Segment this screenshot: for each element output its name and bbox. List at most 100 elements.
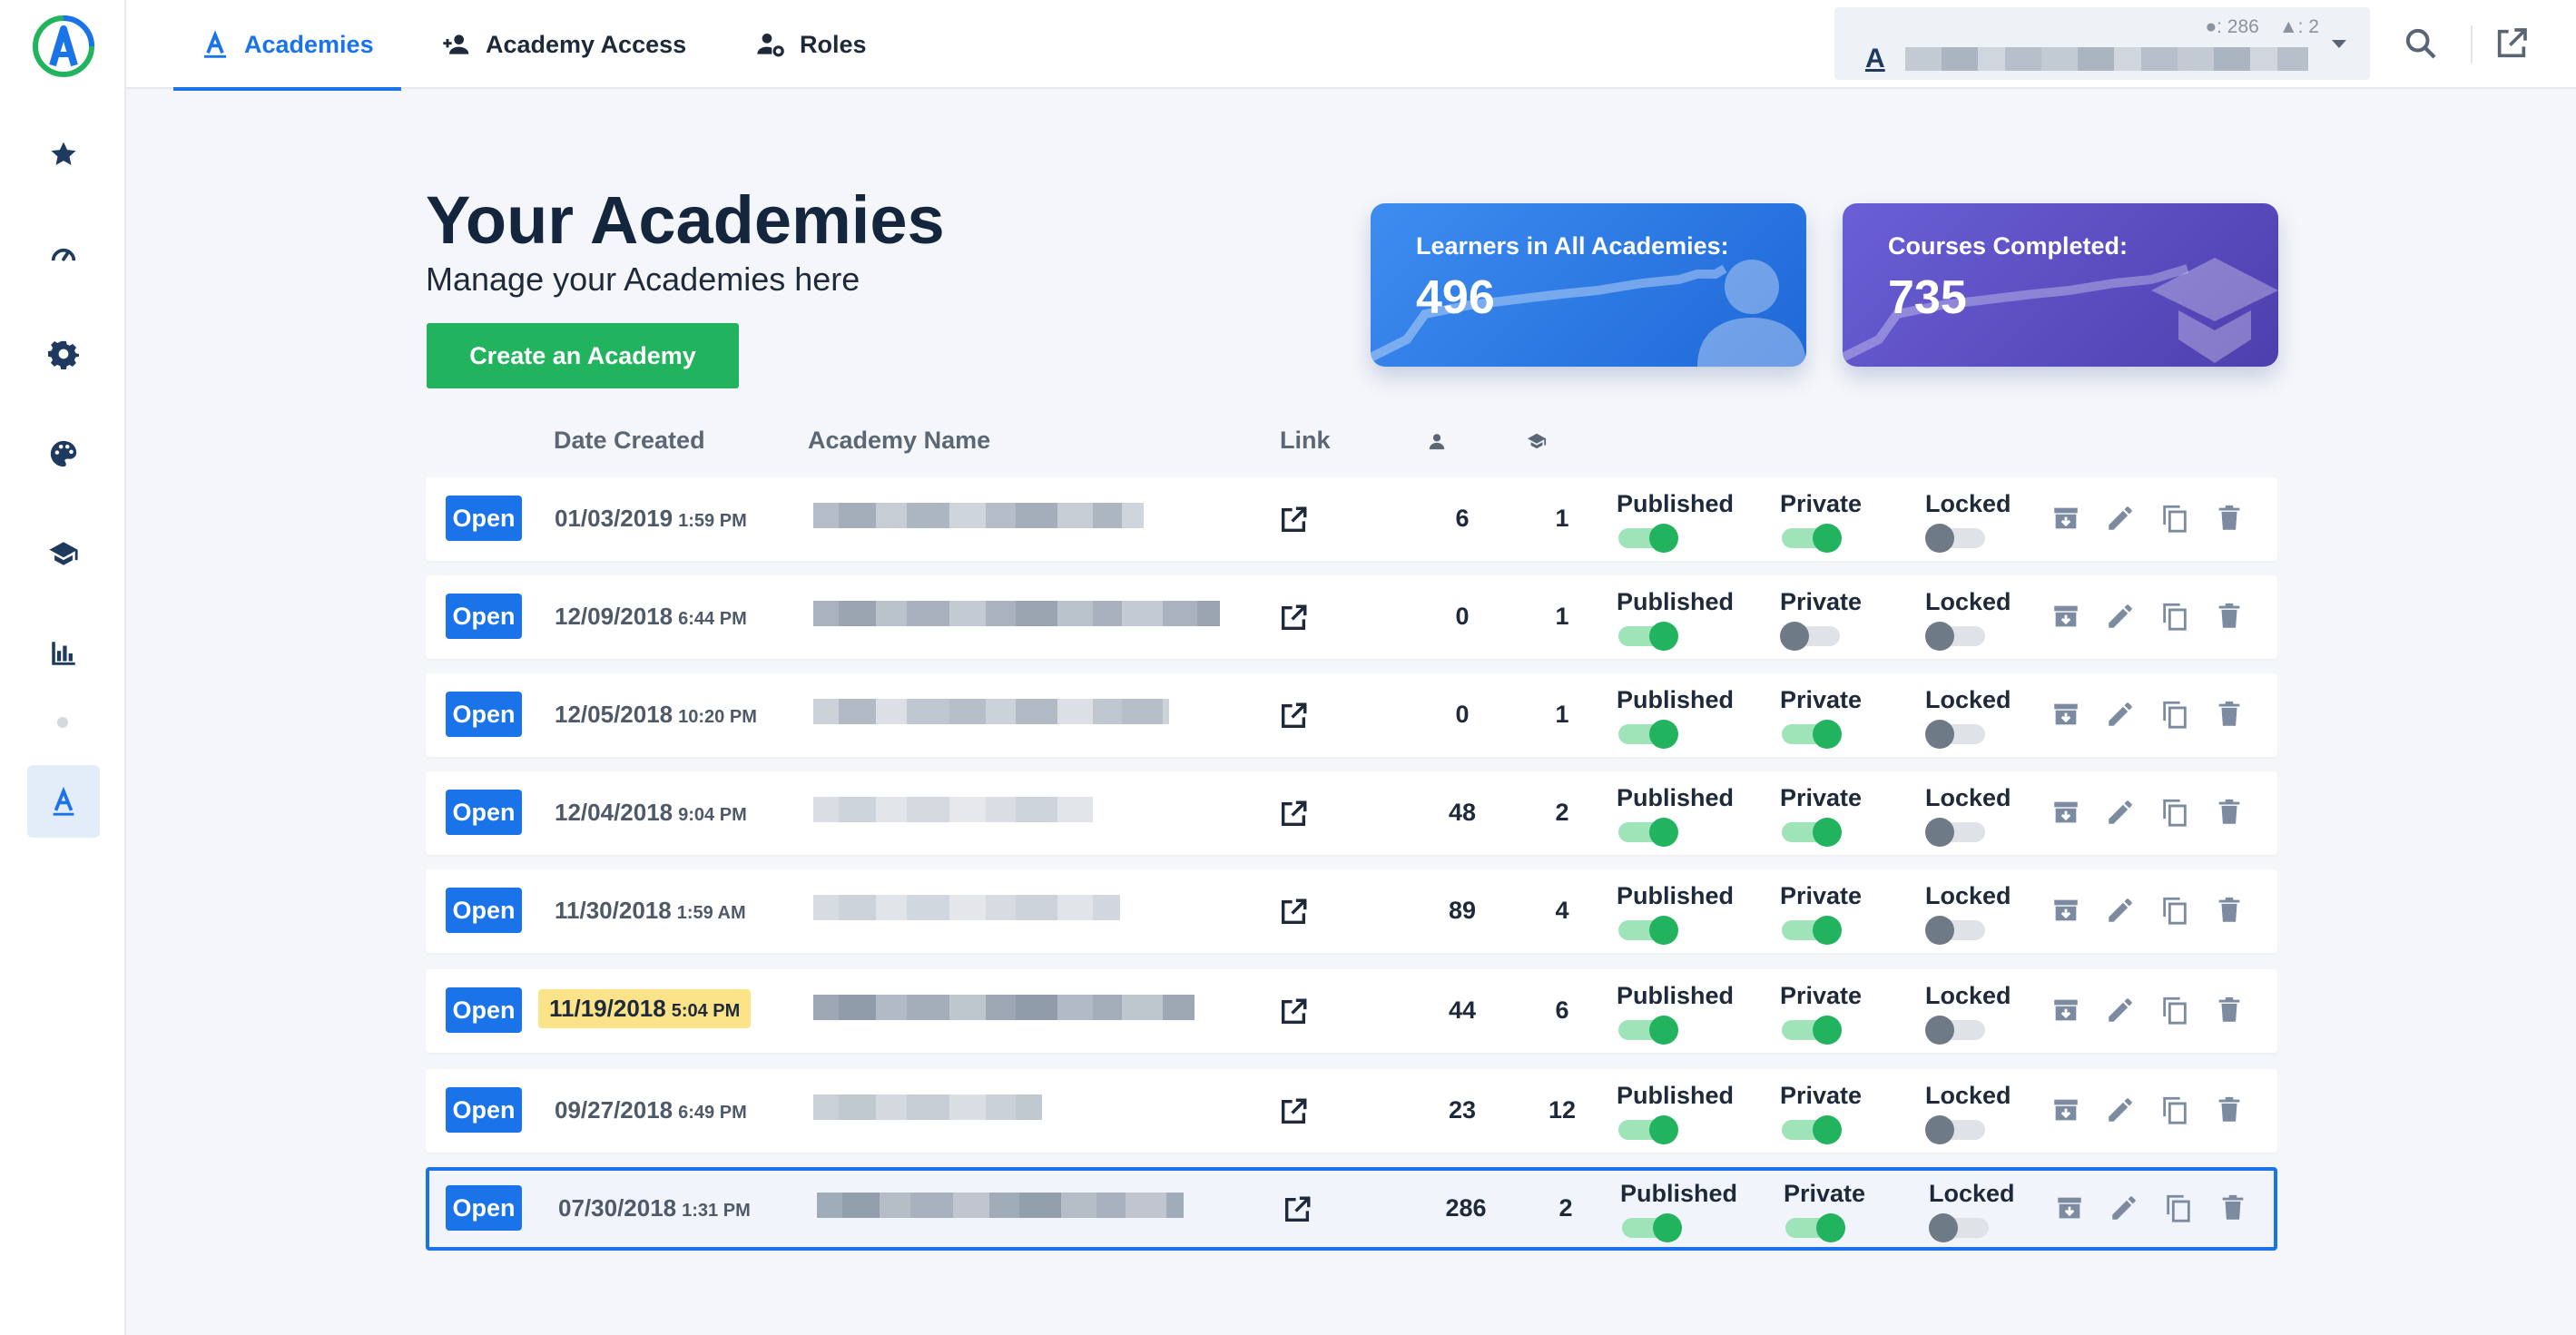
archive-icon[interactable]	[2050, 797, 2081, 828]
copy-icon[interactable]	[2159, 503, 2190, 534]
external-link-icon[interactable]	[1278, 603, 1309, 633]
pencil-icon[interactable]	[2105, 995, 2136, 1026]
create-academy-button[interactable]: Create an Academy	[427, 323, 739, 388]
archive-icon[interactable]	[2050, 895, 2081, 926]
table-row[interactable]: Open 09/27/2018 6:49 PM 23 12 Published Privat…	[426, 1069, 2277, 1153]
published-toggle[interactable]	[1618, 524, 1678, 553]
copy-icon[interactable]	[2159, 601, 2190, 632]
open-button[interactable]: Open	[446, 1185, 522, 1231]
sidebar-item-favorites[interactable]	[27, 118, 100, 191]
open-button[interactable]: Open	[446, 987, 522, 1033]
sidebar-item-courses[interactable]	[27, 517, 100, 590]
column-header-date[interactable]: Date Created	[554, 427, 705, 454]
tab-academy-access[interactable]: Academy Access	[442, 0, 686, 89]
locked-toggle[interactable]	[1925, 818, 1985, 847]
graduation-cap-icon[interactable]	[1527, 431, 1547, 451]
private-toggle[interactable]	[1782, 720, 1842, 749]
pencil-icon[interactable]	[2105, 503, 2136, 534]
sidebar-item-appearance[interactable]	[27, 417, 100, 490]
tab-academies[interactable]: Academies	[173, 0, 401, 91]
open-button[interactable]: Open	[446, 888, 522, 933]
pencil-icon[interactable]	[2109, 1193, 2139, 1223]
trash-icon[interactable]	[2214, 699, 2245, 730]
archive-icon[interactable]	[2050, 995, 2081, 1026]
locked-toggle[interactable]	[1925, 1115, 1985, 1144]
locked-toggle[interactable]	[1925, 524, 1985, 553]
archive-icon[interactable]	[2050, 699, 2081, 730]
app-logo-icon[interactable]	[33, 15, 94, 78]
locked-toggle[interactable]	[1925, 720, 1985, 749]
copy-icon[interactable]	[2159, 895, 2190, 926]
archive-icon[interactable]	[2050, 1095, 2081, 1125]
trash-icon[interactable]	[2214, 1095, 2245, 1125]
tab-roles[interactable]: Roles	[756, 0, 867, 89]
copy-icon[interactable]	[2163, 1193, 2194, 1223]
copy-icon[interactable]	[2159, 995, 2190, 1026]
pencil-icon[interactable]	[2105, 1095, 2136, 1125]
external-link-icon[interactable]	[1278, 897, 1309, 928]
table-row[interactable]: Open 11/19/2018 5:04 PM 44 6 Published Private…	[426, 969, 2277, 1053]
pencil-icon[interactable]	[2105, 699, 2136, 730]
chevron-down-icon[interactable]	[2332, 40, 2346, 48]
published-toggle[interactable]	[1622, 1213, 1682, 1242]
table-row[interactable]: Open 12/04/2018 9:04 PM 48 2 Published Private…	[426, 771, 2277, 855]
private-toggle[interactable]	[1785, 1213, 1845, 1242]
locked-toggle[interactable]	[1929, 1213, 1989, 1242]
table-row[interactable]: Open 12/09/2018 6:44 PM 0 1 Published Private L…	[426, 575, 2277, 659]
published-toggle[interactable]	[1618, 916, 1678, 945]
trash-icon[interactable]	[2214, 601, 2245, 632]
published-toggle[interactable]	[1618, 1115, 1678, 1144]
private-toggle[interactable]	[1782, 524, 1842, 553]
external-link-icon[interactable]	[1278, 701, 1309, 731]
copy-icon[interactable]	[2159, 797, 2190, 828]
search-icon[interactable]	[2403, 25, 2439, 62]
open-button[interactable]: Open	[446, 790, 522, 835]
person-icon[interactable]	[1427, 431, 1447, 451]
locked-toggle[interactable]	[1925, 622, 1985, 651]
table-row[interactable]: Open 11/30/2018 1:59 AM 89 4 Published Private…	[426, 869, 2277, 953]
external-link-icon[interactable]	[1278, 996, 1309, 1027]
table-row[interactable]: Open 07/30/2018 1:31 PM 286 2 Published Privat…	[426, 1167, 2277, 1251]
trash-icon[interactable]	[2214, 995, 2245, 1026]
open-button[interactable]: Open	[446, 1087, 522, 1133]
locked-toggle[interactable]	[1925, 916, 1985, 945]
published-toggle[interactable]	[1618, 622, 1678, 651]
archive-icon[interactable]	[2050, 503, 2081, 534]
sidebar-item-academies[interactable]	[27, 765, 100, 838]
table-row[interactable]: Open 01/03/2019 1:59 PM 6 1 Published Private L…	[426, 477, 2277, 561]
pencil-icon[interactable]	[2105, 797, 2136, 828]
trash-icon[interactable]	[2214, 503, 2245, 534]
published-toggle[interactable]	[1618, 720, 1678, 749]
open-button[interactable]: Open	[446, 496, 522, 541]
external-link-icon[interactable]	[1278, 799, 1309, 829]
published-toggle[interactable]	[1618, 1016, 1678, 1045]
private-toggle[interactable]	[1782, 818, 1842, 847]
private-toggle[interactable]	[1782, 916, 1842, 945]
private-toggle[interactable]	[1782, 1016, 1842, 1045]
sidebar-item-settings[interactable]	[27, 318, 100, 390]
external-link-icon[interactable]	[1282, 1194, 1313, 1225]
pencil-icon[interactable]	[2105, 601, 2136, 632]
archive-icon[interactable]	[2054, 1193, 2085, 1223]
column-header-name[interactable]: Academy Name	[808, 427, 991, 454]
external-link-icon[interactable]	[2493, 25, 2530, 62]
sidebar-item-dashboard[interactable]	[27, 218, 100, 290]
pencil-icon[interactable]	[2105, 895, 2136, 926]
archive-icon[interactable]	[2050, 601, 2081, 632]
locked-toggle[interactable]	[1925, 1016, 1985, 1045]
private-toggle[interactable]	[1780, 622, 1840, 651]
open-button[interactable]: Open	[446, 692, 522, 737]
table-row[interactable]: Open 12/05/2018 10:20 PM 0 1 Published Private…	[426, 673, 2277, 757]
private-toggle[interactable]	[1782, 1115, 1842, 1144]
open-button[interactable]: Open	[446, 594, 522, 639]
trash-icon[interactable]	[2214, 797, 2245, 828]
copy-icon[interactable]	[2159, 1095, 2190, 1125]
external-link-icon[interactable]	[1278, 505, 1309, 535]
trash-icon[interactable]	[2214, 895, 2245, 926]
sidebar-item-reports[interactable]	[27, 617, 100, 690]
external-link-icon[interactable]	[1278, 1096, 1309, 1127]
copy-icon[interactable]	[2159, 699, 2190, 730]
academy-account-selector[interactable]: ●: 286 ▲: 2 A	[1834, 7, 2370, 80]
trash-icon[interactable]	[2217, 1193, 2248, 1223]
published-toggle[interactable]	[1618, 818, 1678, 847]
